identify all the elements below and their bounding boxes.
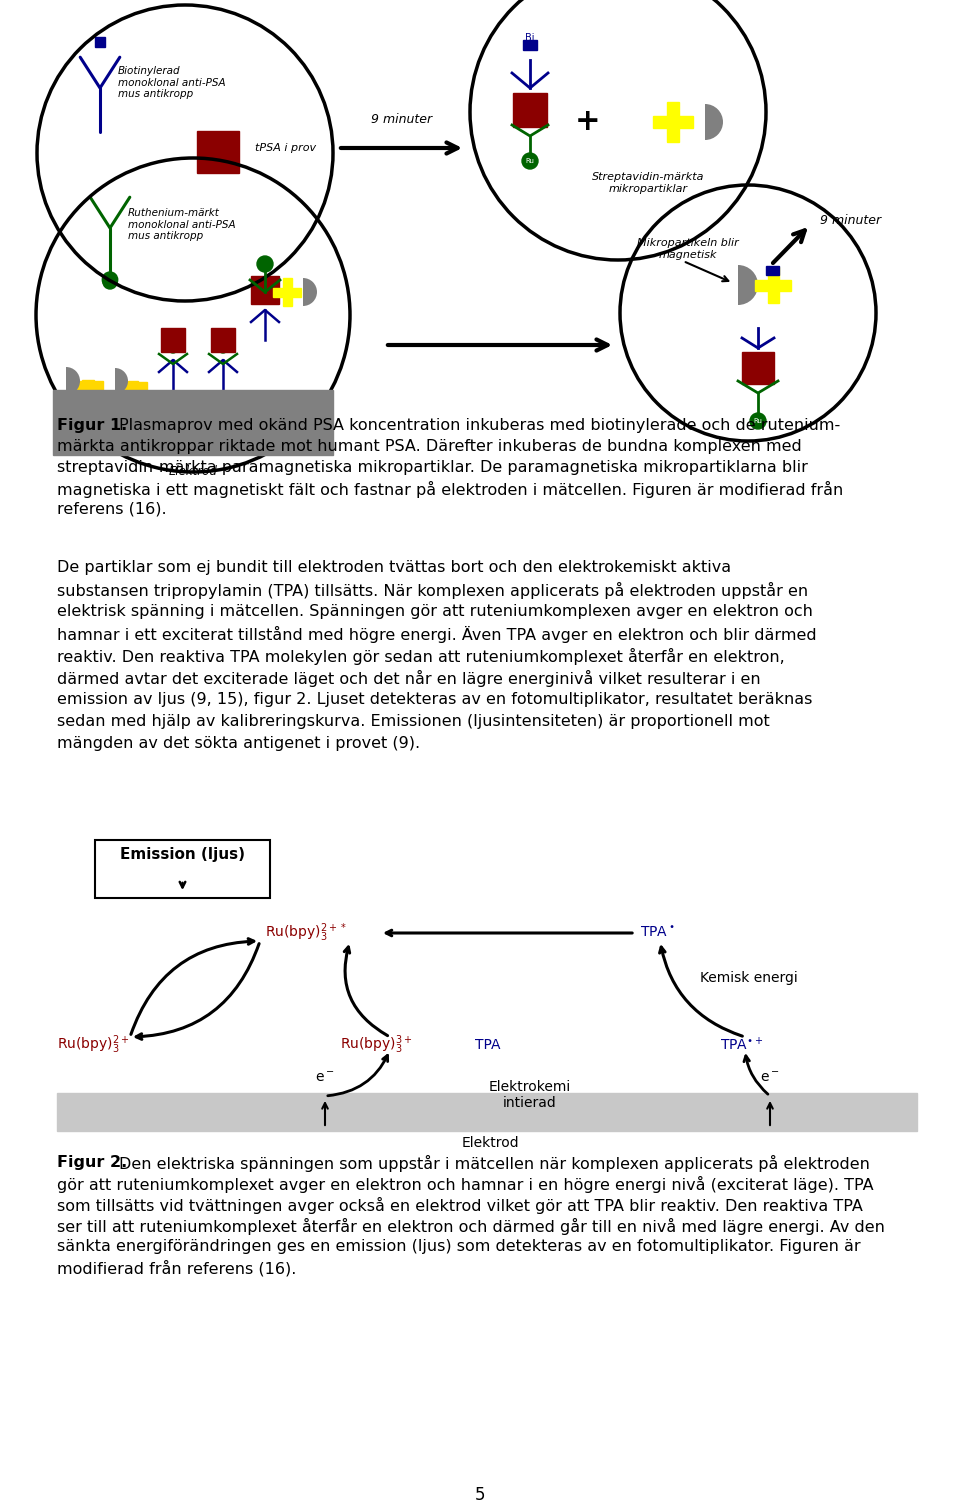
- Circle shape: [168, 343, 178, 354]
- Text: hamnar i ett exciterat tillstånd med högre energi. Även TPA avger en elektron oc: hamnar i ett exciterat tillstånd med hög…: [57, 626, 817, 644]
- Text: Elektrod: Elektrod: [169, 465, 217, 477]
- Text: 5: 5: [475, 1485, 485, 1503]
- Text: Ru(bpy)$_3^{3+}$: Ru(bpy)$_3^{3+}$: [340, 1034, 413, 1056]
- Bar: [767, 267, 779, 304]
- Bar: [282, 278, 292, 307]
- Text: TPA$^{\bullet+}$: TPA$^{\bullet+}$: [720, 1037, 763, 1053]
- Wedge shape: [66, 367, 80, 394]
- FancyBboxPatch shape: [95, 840, 270, 898]
- Text: sedan med hjälp av kalibreringskurva. Emissionen (ljusintensiteten) är proportio: sedan med hjälp av kalibreringskurva. Em…: [57, 715, 770, 728]
- Text: ser till att ruteniumkomplexet återfår en elektron och därmed går till en nivå m: ser till att ruteniumkomplexet återfår e…: [57, 1218, 885, 1234]
- Text: e$^-$: e$^-$: [315, 1071, 335, 1085]
- Text: reaktiv. Den reaktiva TPA molekylen gör sedan att ruteniumkomplexet återfår en e: reaktiv. Den reaktiva TPA molekylen gör …: [57, 648, 784, 665]
- Wedge shape: [115, 369, 128, 394]
- Text: modifierad från referens (16).: modifierad från referens (16).: [57, 1260, 297, 1277]
- Text: Bi: Bi: [525, 33, 535, 42]
- Circle shape: [103, 272, 118, 287]
- Bar: [766, 266, 779, 275]
- Text: Plasmaprov med okänd PSA koncentration inkuberas med biotinylerade och de ruteni: Plasmaprov med okänd PSA koncentration i…: [119, 419, 840, 434]
- Circle shape: [103, 275, 117, 289]
- Circle shape: [750, 413, 766, 429]
- Bar: [667, 103, 679, 142]
- Text: +: +: [575, 107, 601, 136]
- Bar: [653, 116, 693, 128]
- Text: streptavidin-märkta paramagnetiska mikropartiklar. De paramagnetiska mikropartik: streptavidin-märkta paramagnetiska mikro…: [57, 459, 808, 474]
- Bar: [755, 280, 791, 290]
- Text: Ruthenium-märkt
monoklonal anti-PSA
mus antikropp: Ruthenium-märkt monoklonal anti-PSA mus …: [128, 209, 235, 242]
- Wedge shape: [705, 104, 723, 141]
- Text: magnetiska i ett magnetiskt fält och fastnar på elektroden i mätcellen. Figuren : magnetiska i ett magnetiskt fält och fas…: [57, 480, 843, 499]
- Bar: [57, 1092, 917, 1132]
- Text: referens (16).: referens (16).: [57, 502, 167, 517]
- Text: märkta antikroppar riktade mot humant PSA. Därefter inkuberas de bundna komplexe: märkta antikroppar riktade mot humant PS…: [57, 440, 802, 453]
- Text: Figur 1.: Figur 1.: [57, 419, 128, 434]
- Text: Den elektriska spänningen som uppstår i mätcellen när komplexen applicerats på e: Den elektriska spänningen som uppstår i …: [119, 1154, 870, 1173]
- Text: Elektrod: Elektrod: [461, 1136, 518, 1150]
- Text: tPSA i prov: tPSA i prov: [255, 144, 316, 153]
- Text: Mikropartikeln blir
magnetisk: Mikropartikeln blir magnetisk: [637, 239, 739, 260]
- Text: Ru(bpy)$_3^{2+*}$: Ru(bpy)$_3^{2+*}$: [265, 922, 347, 944]
- Text: som tillsätts vid tvättningen avger också en elektrod vilket gör att TPA blir re: som tillsätts vid tvättningen avger ocks…: [57, 1197, 863, 1213]
- Text: elektrisk spänning i mätcellen. Spänningen gör att ruteniumkomplexen avger en el: elektrisk spänning i mätcellen. Spänning…: [57, 604, 813, 620]
- Circle shape: [218, 343, 228, 354]
- Text: Ru(bpy)$_3^{2+}$: Ru(bpy)$_3^{2+}$: [57, 1034, 130, 1056]
- Text: 9 minuter: 9 minuter: [820, 213, 881, 227]
- Text: mängden av det sökta antigenet i provet (9).: mängden av det sökta antigenet i provet …: [57, 736, 420, 751]
- Wedge shape: [738, 264, 758, 305]
- Bar: [523, 39, 537, 50]
- Text: sänkta energiförändringen ges en emission (ljus) som detekteras av en fotomultip: sänkta energiförändringen ges en emissio…: [57, 1239, 860, 1254]
- Bar: [128, 381, 138, 399]
- Circle shape: [257, 255, 273, 272]
- Text: Biotinylerad
monoklonal anti-PSA
mus antikropp: Biotinylerad monoklonal anti-PSA mus ant…: [118, 66, 226, 100]
- Text: TPA: TPA: [475, 1038, 500, 1052]
- Text: Ru: Ru: [525, 159, 535, 165]
- Bar: [53, 390, 333, 455]
- Text: Figur 2.: Figur 2.: [57, 1154, 128, 1170]
- Text: Ru: Ru: [754, 419, 762, 425]
- Text: därmed avtar det exciterade läget och det når en lägre energinivå vilket resulte: därmed avtar det exciterade läget och de…: [57, 669, 760, 688]
- Text: substansen tripropylamin (TPA) tillsätts. När komplexen applicerats på elektrode: substansen tripropylamin (TPA) tillsätts…: [57, 582, 808, 598]
- Bar: [82, 379, 94, 400]
- Text: De partiklar som ej bundit till elektroden tvättas bort och den elektrokemiskt a: De partiklar som ej bundit till elektrod…: [57, 561, 732, 576]
- Text: 9 minuter: 9 minuter: [371, 113, 432, 125]
- Wedge shape: [303, 278, 317, 307]
- Text: emission av ljus (9, 15), figur 2. Ljuset detekteras av en fotomultiplikator, re: emission av ljus (9, 15), figur 2. Ljuse…: [57, 692, 812, 707]
- Circle shape: [522, 153, 538, 169]
- Text: e$^-$: e$^-$: [760, 1071, 780, 1085]
- Bar: [119, 382, 147, 391]
- Text: Emission (ljus): Emission (ljus): [120, 848, 245, 863]
- Text: Streptavidin-märkta
mikropartiklar: Streptavidin-märkta mikropartiklar: [591, 172, 705, 193]
- Bar: [73, 381, 103, 391]
- Bar: [273, 287, 301, 296]
- Text: Kemisk energi: Kemisk energi: [700, 972, 798, 985]
- Text: Elektrokemi
intierad: Elektrokemi intierad: [489, 1080, 571, 1111]
- Bar: [95, 38, 105, 47]
- Text: TPA$^\bullet$: TPA$^\bullet$: [640, 926, 675, 940]
- Text: gör att ruteniumkomplexet avger en elektron och hamnar i en högre energi nivå (e: gör att ruteniumkomplexet avger en elekt…: [57, 1176, 874, 1194]
